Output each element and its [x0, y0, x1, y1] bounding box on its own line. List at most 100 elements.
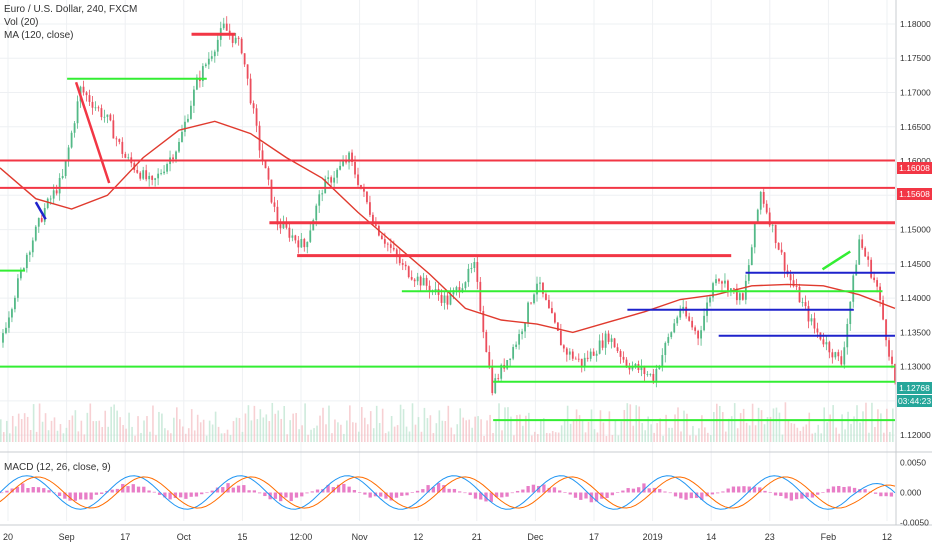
- volume-bar: [378, 423, 381, 442]
- volume-bar: [629, 404, 632, 442]
- candle-body: [583, 357, 586, 367]
- volume-bar: [608, 411, 611, 442]
- candle-body: [643, 366, 646, 375]
- candle-body: [479, 281, 482, 312]
- volume-bar: [274, 413, 277, 442]
- volume-bar: [877, 409, 879, 442]
- candle-body: [628, 366, 631, 370]
- volume-bar: [739, 413, 742, 442]
- macd-histogram-bar: [21, 483, 25, 493]
- volume-bar: [170, 433, 172, 442]
- macd-histogram-bar: [315, 489, 320, 493]
- candle-body: [231, 34, 234, 43]
- macd-histogram-bar: [668, 492, 672, 494]
- volume-bar: [519, 414, 521, 442]
- trend-line-15: [34, 201, 47, 220]
- x-tick-label: Nov: [352, 532, 369, 542]
- macd-histogram-bar: [263, 492, 267, 497]
- candle-body: [771, 224, 774, 226]
- macd-histogram-bar: [537, 485, 541, 493]
- candle-body: [91, 101, 94, 108]
- macd-histogram-bar: [463, 492, 467, 494]
- volume-bar: [381, 408, 384, 442]
- volume-bar: [462, 417, 465, 442]
- volume-bar: [256, 419, 259, 442]
- volume-bar: [152, 405, 154, 442]
- volume-bar: [596, 432, 599, 442]
- candle-body: [389, 244, 392, 248]
- volume-bar: [483, 435, 485, 442]
- y-axis-labels: 1.180001.175001.170001.165001.160001.155…: [900, 19, 931, 440]
- volume-bar: [134, 435, 136, 442]
- candle-body: [780, 249, 783, 253]
- volume-bar: [844, 429, 846, 442]
- macd-histogram-bar: [68, 492, 72, 501]
- volume-bar: [534, 431, 536, 442]
- x-axis-labels: 20 Sep 17 Oct 15 12:00 Nov 12 21 Dec 17 2019 14 23 Feb…: [3, 532, 892, 542]
- candle-body: [8, 317, 10, 328]
- candle-body: [458, 287, 461, 293]
- macd-histogram-bar: [626, 488, 630, 493]
- volume-bar: [569, 423, 572, 442]
- candle-body: [31, 240, 34, 253]
- candle-body: [357, 174, 359, 185]
- volume-bar: [101, 427, 104, 442]
- volume-bar: [495, 421, 497, 442]
- candle-body: [136, 170, 139, 173]
- macd-histogram-bar: [684, 492, 688, 500]
- volume-bar: [83, 434, 86, 442]
- candle-body: [294, 235, 297, 241]
- candle-body: [151, 175, 154, 180]
- macd-histogram-bar: [621, 490, 625, 493]
- candle-body: [103, 116, 106, 118]
- candle-body: [49, 198, 52, 200]
- volume-bar: [343, 433, 345, 442]
- volume-bar: [811, 433, 814, 442]
- volume-bar: [584, 432, 587, 442]
- candle-body: [55, 190, 58, 194]
- volume-bar: [492, 432, 494, 442]
- candle-body: [443, 295, 446, 303]
- volume-bar: [528, 412, 530, 442]
- macd-histogram-bar: [384, 492, 388, 499]
- candle-body: [676, 317, 679, 324]
- macd-histogram-bar: [57, 492, 62, 496]
- volume-bar: [399, 404, 402, 442]
- macd-histogram-bar: [289, 492, 293, 502]
- candle-body: [94, 107, 97, 109]
- macd-histogram-bar: [221, 487, 225, 493]
- candle-body: [882, 300, 884, 320]
- volume-bar: [128, 412, 130, 442]
- candle-body: [312, 220, 315, 231]
- candle-body: [306, 241, 309, 248]
- volume-bar: [453, 434, 456, 442]
- candle-body: [11, 309, 13, 318]
- volume-bar: [772, 408, 775, 442]
- volume-bar: [131, 426, 133, 442]
- volume-bar: [501, 430, 503, 442]
- volume-bar: [605, 435, 608, 442]
- y-tick-label: 1.14500: [900, 259, 931, 269]
- macd-histogram-bar: [610, 492, 615, 496]
- candle-body: [777, 242, 780, 250]
- volume-bar: [507, 407, 509, 442]
- volume-bar: [125, 428, 127, 442]
- candle-body: [548, 299, 550, 309]
- candle-body: [825, 342, 828, 345]
- candle-body: [37, 218, 40, 227]
- candle-body: [679, 309, 682, 318]
- volume-bar: [372, 428, 375, 442]
- macd-histogram-bar: [773, 492, 778, 496]
- price-tag-lower: 1.15608: [897, 188, 932, 200]
- macd-histogram-bar: [84, 492, 88, 500]
- candle-body: [601, 340, 604, 348]
- volume-bar: [393, 426, 396, 442]
- x-tick-label: 12:00: [290, 532, 313, 542]
- macd-tick-label: 0.0050: [900, 458, 926, 468]
- volume-bar: [698, 428, 700, 442]
- macd-histogram-bar: [779, 492, 783, 497]
- volume-bar: [298, 429, 300, 442]
- volume-bar: [77, 431, 80, 442]
- macd-histogram-bar: [342, 483, 346, 493]
